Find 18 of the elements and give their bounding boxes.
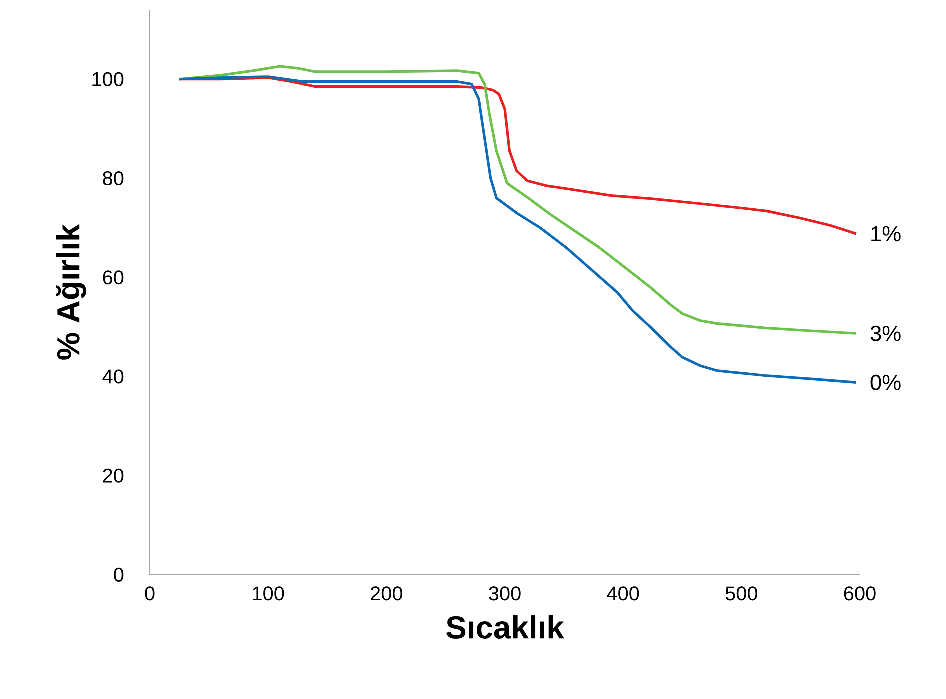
y-tick-label: 80 bbox=[103, 171, 124, 186]
x-tick-label: 400 bbox=[607, 586, 640, 601]
y-tick-label: 60 bbox=[103, 270, 124, 285]
series-label: 3% bbox=[870, 326, 901, 342]
y-tick-label: 40 bbox=[102, 370, 124, 384]
x-tick-label: 200 bbox=[371, 586, 403, 601]
x-tick-label: 600 bbox=[844, 586, 876, 601]
y-tick-label: 20 bbox=[103, 468, 124, 483]
series-label: 1% bbox=[872, 226, 901, 242]
y-tick-label: 100 bbox=[92, 72, 124, 86]
series-label: 0% bbox=[870, 374, 901, 390]
y-tick-label: 0 bbox=[114, 568, 124, 582]
y-axis-title: % Ağırlık bbox=[56, 224, 86, 360]
x-tick-label: 300 bbox=[489, 586, 521, 601]
x-tick-label: 500 bbox=[726, 586, 758, 601]
x-tick-label: 100 bbox=[253, 586, 284, 601]
x-tick-label: 0 bbox=[145, 586, 155, 601]
x-axis-title: Sıcaklık bbox=[446, 616, 564, 639]
